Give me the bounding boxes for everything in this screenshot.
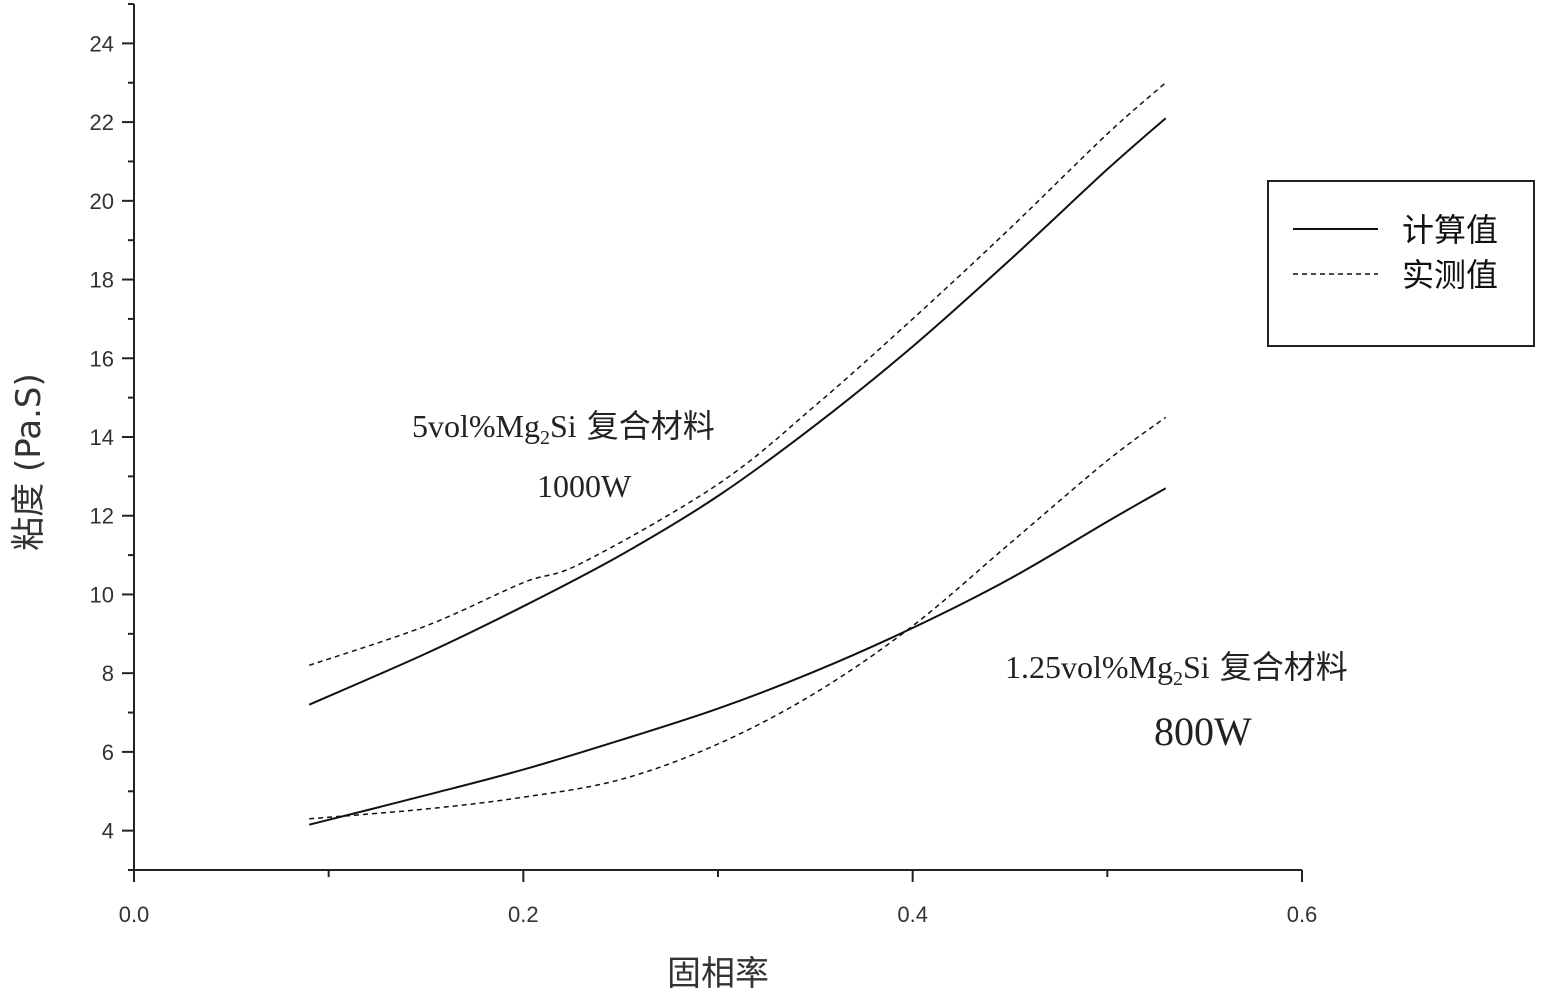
y-tick-label: 8 [102, 661, 114, 686]
series-line-2-measured [309, 83, 1165, 666]
y-tick-label: 24 [90, 31, 114, 56]
y-tick-label: 16 [90, 346, 114, 371]
y-tick-label: 12 [90, 504, 114, 529]
legend-label-measured: 实测值 [1402, 256, 1498, 294]
annotation-upper-material: 5vol%Mg2Si复合材料 [412, 407, 715, 449]
y-tick-label: 10 [90, 582, 114, 607]
x-axis-label: 固相率 [667, 954, 769, 994]
x-ticks: 0.0 0.2 0.4 0.6 [119, 870, 1318, 927]
annotation-upper-power: 1000W [537, 468, 632, 504]
x-tick-label: 0.4 [897, 902, 928, 927]
y-axis: 4 6 8 10 12 14 16 18 20 22 24 粘度 (Pa.S) [9, 4, 134, 870]
x-axis: 0.0 0.2 0.4 0.6 固相率 [119, 870, 1318, 994]
y-tick-label: 4 [102, 819, 114, 844]
annotation-lower: 1.25vol%Mg2Si复合材料 800W [1005, 648, 1348, 754]
y-tick-label: 20 [90, 189, 114, 214]
y-axis-label: 粘度 (Pa.S) [9, 373, 49, 551]
annotation-lower-material: 1.25vol%Mg2Si复合材料 [1005, 648, 1348, 690]
y-tick-label: 14 [90, 425, 114, 450]
series-layer [309, 83, 1165, 825]
y-tick-label: 22 [90, 110, 114, 135]
annotation-upper: 5vol%Mg2Si复合材料 1000W [412, 407, 715, 504]
y-ticks: 4 6 8 10 12 14 16 18 20 22 24 [90, 4, 134, 870]
x-tick-label: 0.2 [508, 902, 539, 927]
y-tick-label: 18 [90, 268, 114, 293]
legend-label-calculated: 计算值 [1402, 211, 1498, 249]
annotation-lower-power: 800W [1154, 709, 1252, 754]
x-tick-label: 0.6 [1287, 902, 1318, 927]
y-tick-label: 6 [102, 740, 114, 765]
series-line-4-measured [309, 417, 1165, 819]
x-tick-label: 0.0 [119, 902, 150, 927]
legend: 计算值 实测值 [1268, 181, 1534, 346]
